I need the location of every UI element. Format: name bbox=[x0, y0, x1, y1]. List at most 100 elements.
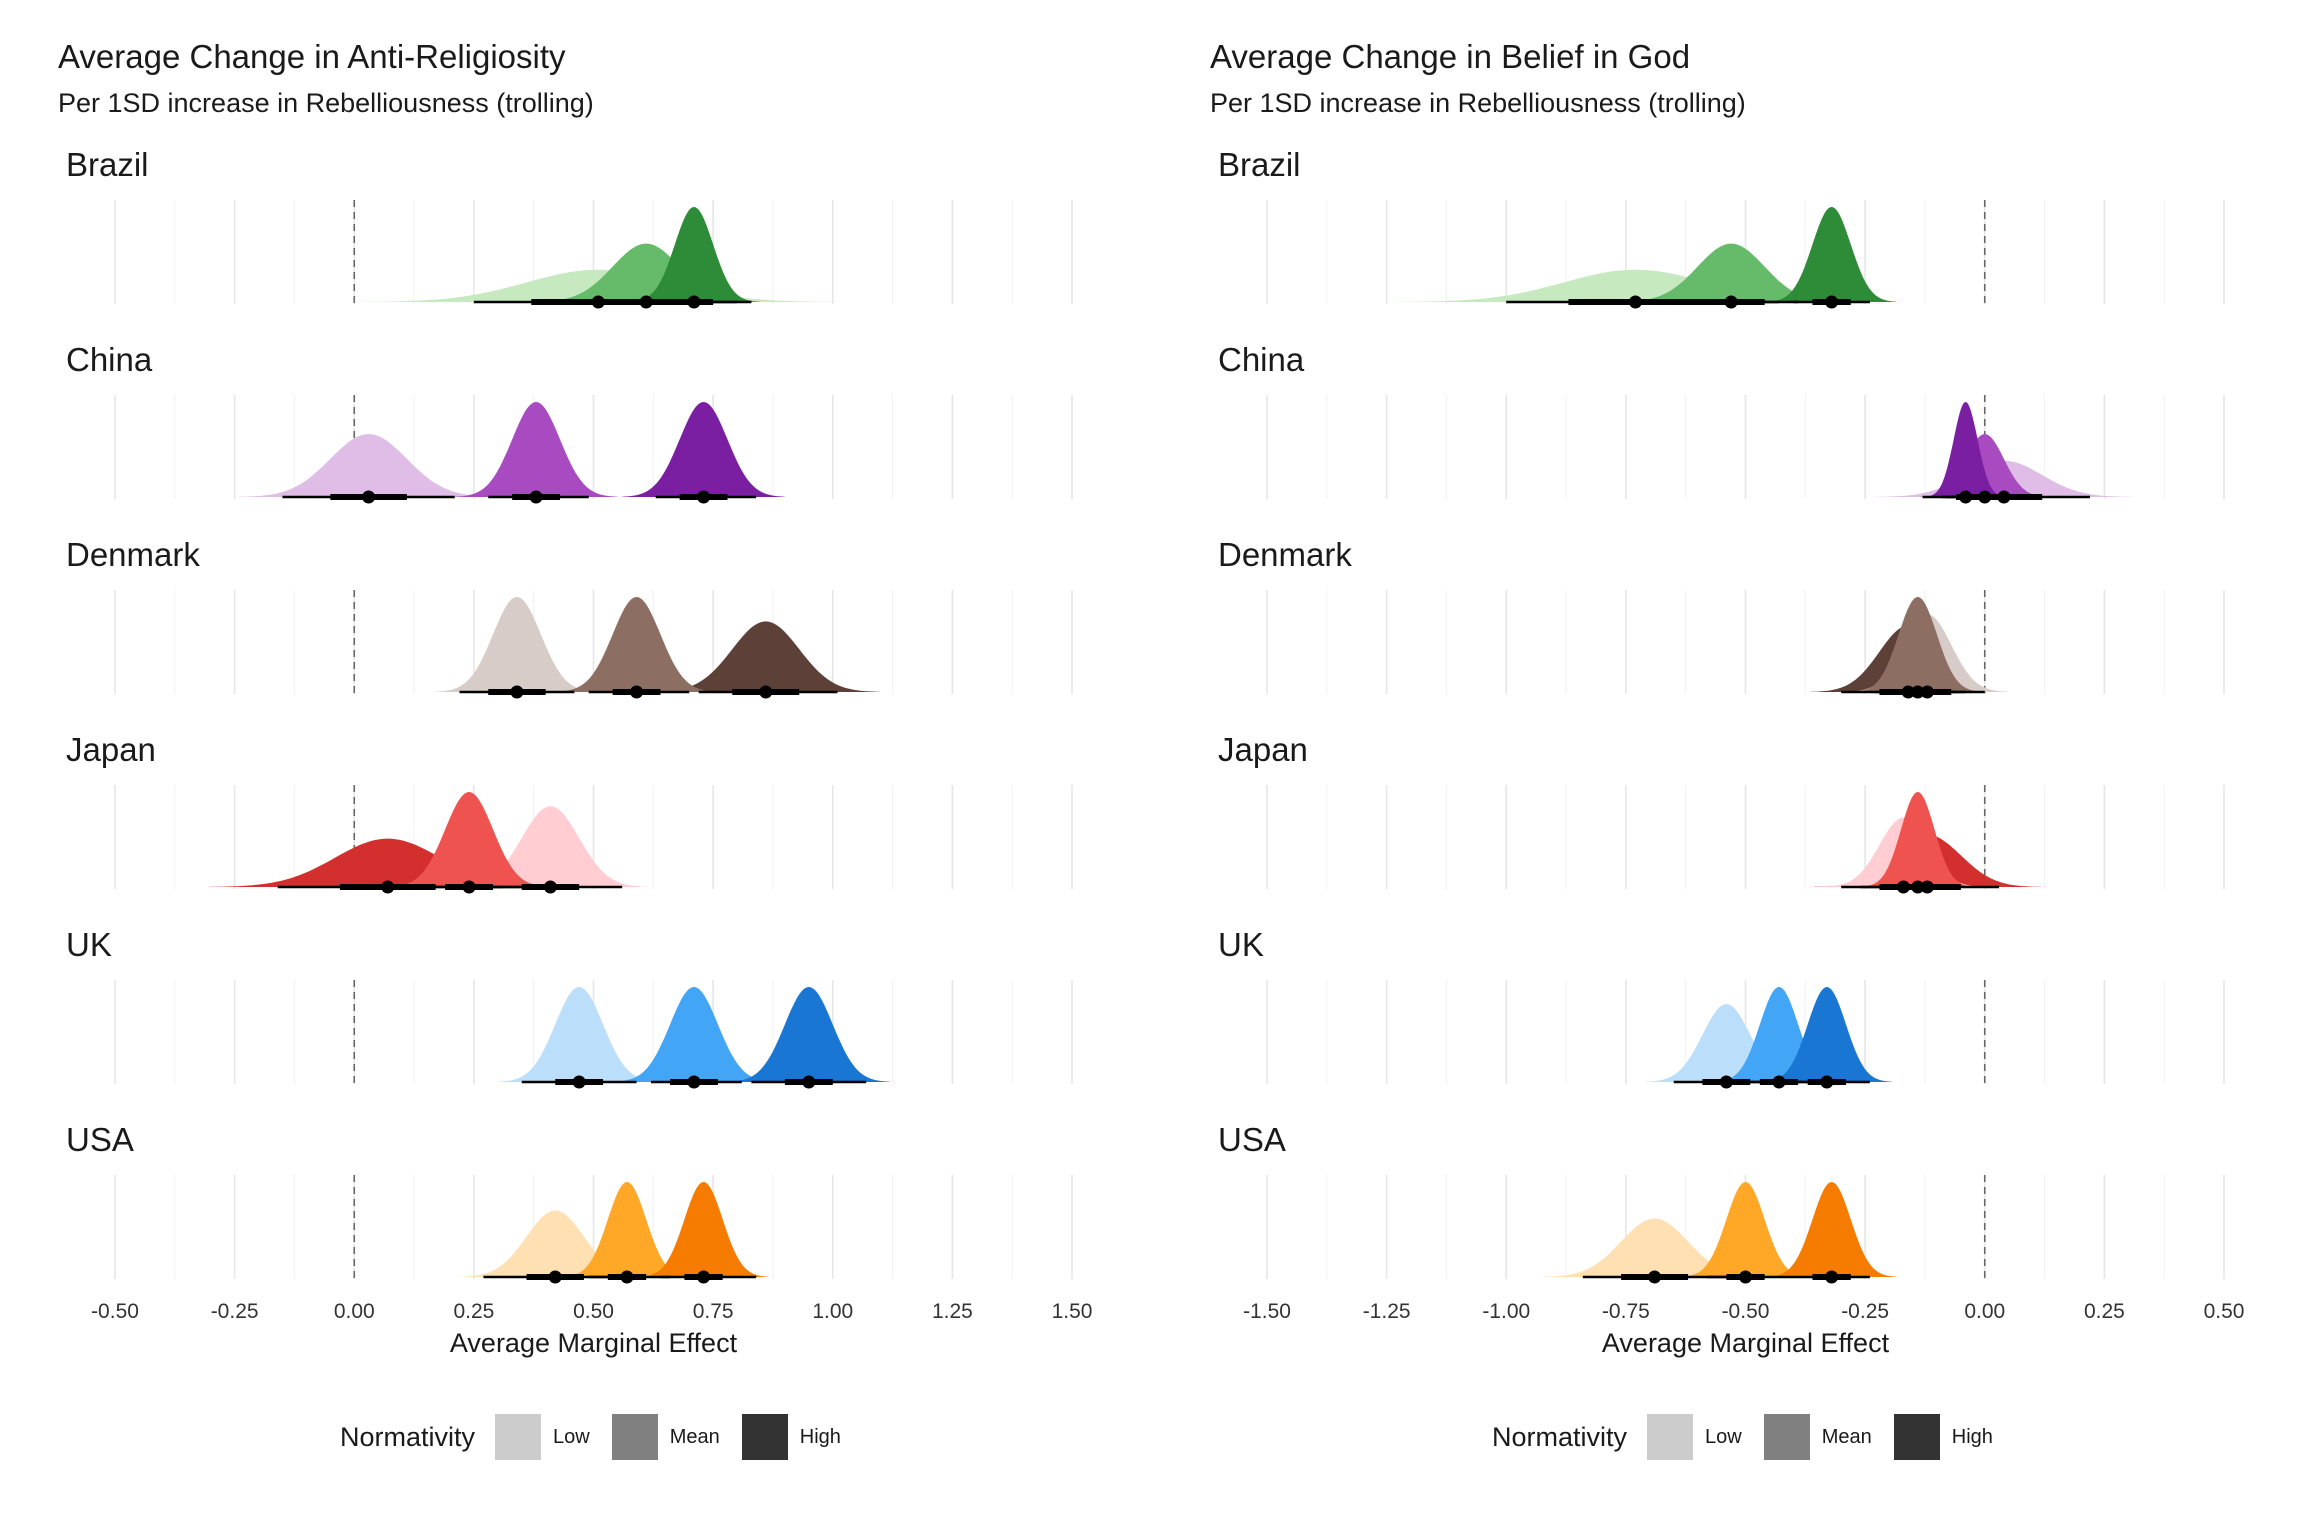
x-tick-label: 0.75 bbox=[693, 1300, 734, 1323]
density-brazil-mean bbox=[532, 243, 761, 302]
facet-denmark: Denmark bbox=[1218, 536, 2225, 699]
median-point-high bbox=[1901, 685, 1915, 699]
facet-label: China bbox=[66, 341, 153, 378]
x-tick-label: 0.00 bbox=[334, 1300, 375, 1323]
density-usa-high bbox=[638, 1182, 769, 1277]
density-brazil-high bbox=[1766, 207, 1897, 302]
legend-title: Normativity bbox=[1492, 1421, 1628, 1452]
density-china-mean bbox=[1919, 434, 2050, 497]
density-japan-low bbox=[208, 838, 567, 887]
chart-title: Average Change in Anti-Religiosity bbox=[58, 38, 566, 75]
median-point-mean bbox=[1724, 295, 1738, 309]
x-tick-label: -1.25 bbox=[1363, 1300, 1411, 1323]
x-tick-label: 1.50 bbox=[1052, 1300, 1093, 1323]
x-tick-label: -1.00 bbox=[1482, 1300, 1530, 1323]
median-point-low bbox=[362, 490, 376, 504]
legend-label-mean: Mean bbox=[669, 1425, 720, 1448]
legend-label-mean: Mean bbox=[1821, 1425, 1872, 1448]
x-tick-label: -0.25 bbox=[1841, 1300, 1889, 1323]
facet-brazil: Brazil bbox=[66, 146, 1073, 309]
x-tick-label: 0.50 bbox=[2204, 1300, 2245, 1323]
facet-uk: UK bbox=[1218, 926, 2225, 1089]
legend-key-low bbox=[495, 1414, 542, 1460]
density-denmark-low bbox=[435, 597, 599, 692]
median-point-low bbox=[510, 685, 524, 699]
density-japan-high bbox=[452, 806, 649, 887]
median-point-high bbox=[759, 685, 773, 699]
density-denmark-mean bbox=[1852, 597, 1983, 692]
density-china-low bbox=[238, 434, 499, 497]
density-japan-mean bbox=[387, 792, 551, 887]
chart-subtitle: Per 1SD increase in Rebelliousness (trol… bbox=[1210, 88, 1746, 118]
facet-label: Denmark bbox=[1218, 536, 1352, 573]
median-point-high bbox=[1959, 490, 1973, 504]
legend-key-low bbox=[1647, 1414, 1694, 1460]
density-brazil-high bbox=[628, 207, 760, 302]
density-uk-high bbox=[1761, 987, 1892, 1082]
x-tick-label: 0.50 bbox=[573, 1300, 614, 1323]
facet-label: UK bbox=[1218, 926, 1264, 963]
facet-china: China bbox=[1218, 341, 2225, 504]
median-point-mean bbox=[639, 295, 653, 309]
density-uk-mean bbox=[612, 987, 776, 1082]
chart-subtitle: Per 1SD increase in Rebelliousness (trol… bbox=[58, 88, 594, 118]
median-point-mean bbox=[687, 1075, 701, 1089]
median-point-high bbox=[697, 1270, 711, 1284]
facet-china: China bbox=[66, 341, 1073, 504]
legend-label-high: High bbox=[799, 1425, 841, 1448]
facet-label: Japan bbox=[1218, 731, 1308, 768]
facet-label: China bbox=[1218, 341, 1305, 378]
density-usa-low bbox=[1540, 1218, 1769, 1277]
median-point-low bbox=[572, 1075, 586, 1089]
median-point-low bbox=[381, 880, 395, 894]
facet-label: Japan bbox=[66, 731, 156, 768]
ridgeline-plot-belief-in-god: Brazil China Denmark Japan UK USA -1.50 -1.25 -1… bbox=[1218, 146, 2245, 1358]
x-tick-label: -0.50 bbox=[91, 1300, 139, 1323]
density-denmark-mean bbox=[555, 597, 718, 692]
median-point-high bbox=[687, 295, 701, 309]
density-usa-high bbox=[1766, 1182, 1897, 1277]
median-point-high bbox=[1896, 880, 1910, 894]
facet-label: UK bbox=[66, 926, 112, 963]
x-tick-label: 0.25 bbox=[2084, 1300, 2125, 1323]
x-tick-label: -0.25 bbox=[211, 1300, 259, 1323]
facet-denmark: Denmark bbox=[66, 536, 1073, 699]
x-tick-label: -0.75 bbox=[1602, 1300, 1650, 1323]
legend-label-low: Low bbox=[553, 1425, 590, 1448]
median-point-high bbox=[1825, 1270, 1839, 1284]
x-axis-title: Average Marginal Effect bbox=[1602, 1328, 1890, 1358]
density-japan-mean bbox=[1860, 792, 1975, 887]
median-point-mean bbox=[529, 490, 543, 504]
density-usa-low bbox=[457, 1210, 653, 1277]
median-point-high bbox=[1820, 1075, 1834, 1089]
median-point-mean bbox=[1772, 1075, 1786, 1089]
legend-label-low: Low bbox=[1705, 1425, 1742, 1448]
chart-title: Average Change in Belief in God bbox=[1210, 38, 1691, 75]
ridgeline-plot-anti-religiosity: Brazil China Denmark Japan UK USA -0.50 -0.25 0.… bbox=[66, 146, 1093, 1358]
facet-japan: Japan bbox=[66, 731, 1073, 894]
facet-label: USA bbox=[66, 1121, 134, 1158]
median-point-low bbox=[1648, 1270, 1662, 1284]
facet-label: USA bbox=[1218, 1121, 1286, 1158]
facet-japan: Japan bbox=[1218, 731, 2225, 894]
median-point-mean bbox=[630, 685, 644, 699]
anti-religiosity-panel: Average Change in Anti-Religiosity Per 1… bbox=[58, 38, 1093, 1460]
density-china-high bbox=[1924, 402, 2007, 497]
x-axis-title: Average Marginal Effect bbox=[450, 1328, 738, 1358]
facet-usa: USA bbox=[66, 1121, 1073, 1284]
median-point-low bbox=[1719, 1075, 1733, 1089]
belief-in-god-panel: Average Change in Belief in God Per 1SD … bbox=[1152, 0, 2304, 1536]
x-tick-label: 0.25 bbox=[453, 1300, 494, 1323]
density-usa-mean bbox=[1680, 1182, 1811, 1277]
legend-key-high bbox=[1893, 1414, 1940, 1460]
legend-title: Normativity bbox=[340, 1421, 476, 1452]
facet-brazil: Brazil bbox=[1218, 146, 2225, 309]
facet-uk: UK bbox=[66, 926, 1073, 1089]
facet-label: Denmark bbox=[66, 536, 200, 573]
legend: Normativity Low Mean High bbox=[1492, 1412, 2015, 1462]
median-point-mean bbox=[1739, 1270, 1752, 1284]
legend-key-mean bbox=[1763, 1414, 1810, 1460]
density-uk-mean bbox=[1713, 987, 1845, 1082]
median-point-mean bbox=[462, 880, 476, 894]
density-brazil-mean bbox=[1617, 243, 1846, 302]
